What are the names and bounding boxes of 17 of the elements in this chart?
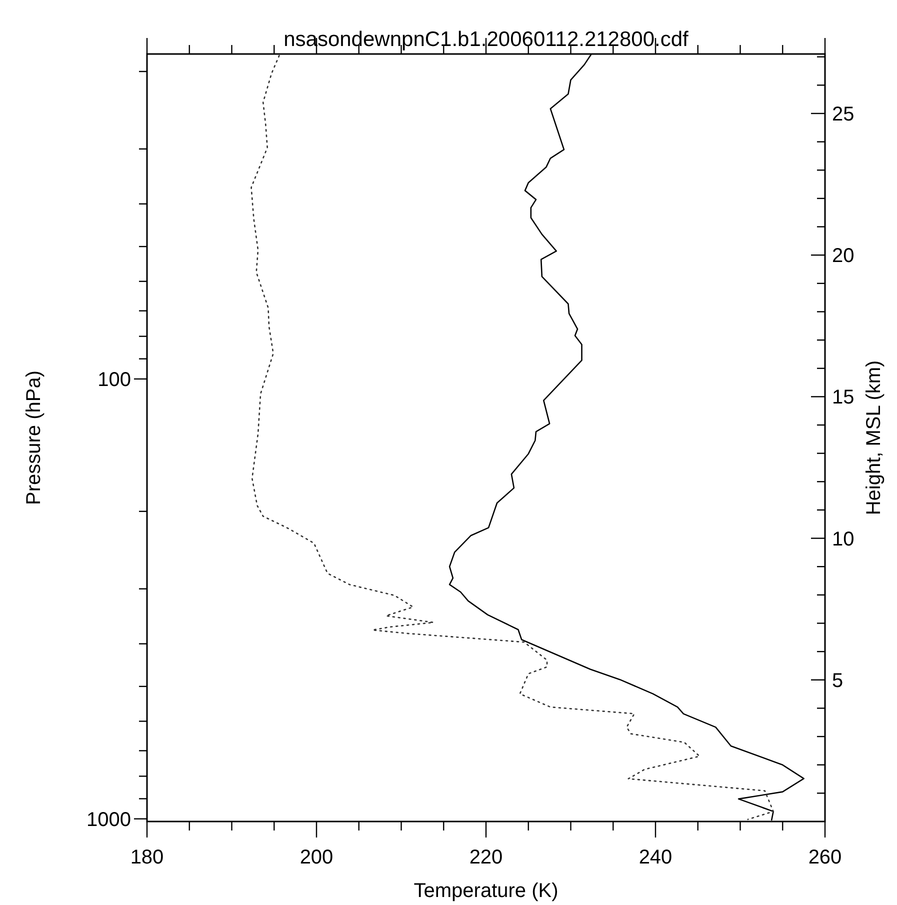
y2-tick-label: 20 — [832, 245, 854, 268]
x-tick-label: 260 — [808, 846, 842, 868]
x-tick-label: 240 — [638, 846, 672, 868]
x-axis-title: Temperature (K) — [414, 880, 558, 902]
y-tick-label: 100 — [98, 368, 131, 391]
y2-tick-label: 25 — [832, 103, 854, 126]
y2-tick-label: 5 — [832, 670, 844, 692]
y2-tick-label: 10 — [832, 528, 854, 550]
x-tick-label: 220 — [469, 846, 503, 868]
y-tick-label: 1000 — [86, 808, 131, 831]
y-axis-title: Pressure (hPa) — [23, 370, 45, 505]
line-series — [250, 54, 774, 820]
chart-title: nsasondewnpnC1.b1.20060112.212800.cdf — [284, 28, 689, 51]
y2-tick-label: 15 — [832, 386, 854, 409]
x-tick-label: 180 — [130, 846, 164, 868]
x-tick-label: 200 — [300, 846, 334, 868]
y2-axis-title: Height, MSL (km) — [863, 360, 885, 516]
